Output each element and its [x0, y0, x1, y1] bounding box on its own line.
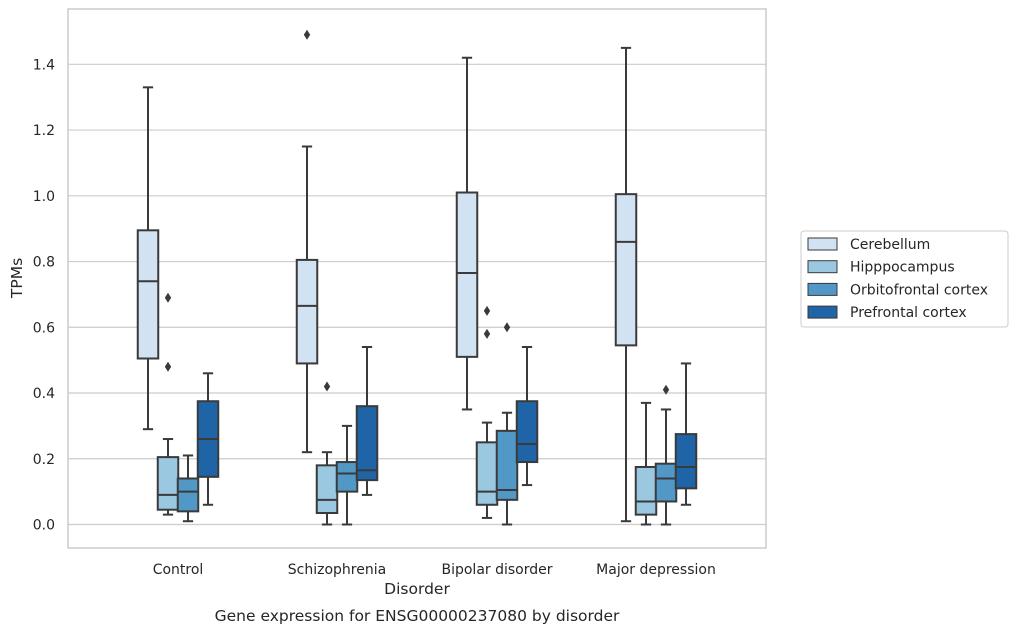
box-major-depression: [634, 401, 658, 526]
box-major-depression: [614, 46, 638, 523]
box-iqr: [515, 400, 539, 464]
plot-area-frame: [67, 8, 767, 549]
box-iqr: [455, 191, 479, 358]
box-iqr: [495, 429, 519, 501]
box-series: [136, 29, 698, 526]
box-control: [176, 454, 200, 523]
outlier-point: [303, 29, 311, 40]
box-iqr: [355, 405, 379, 482]
y-tick-label: 1.0: [33, 189, 55, 205]
legend-swatch: [807, 237, 838, 251]
series-hipppocampus: [156, 292, 658, 526]
outlier-point: [164, 292, 172, 303]
legend-label: Prefrontal cortex: [850, 305, 967, 321]
box-control: [196, 372, 220, 506]
x-tick-label: Control: [153, 562, 204, 578]
box-iqr: [475, 441, 499, 506]
y-tick-label: 1.2: [33, 123, 55, 139]
y-tick-label: 0.0: [33, 518, 55, 534]
series-orbitofrontal-cortex: [176, 322, 678, 526]
outlier-point: [164, 361, 172, 372]
outlier-point: [483, 328, 491, 339]
outlier-point: [483, 305, 491, 316]
figure-caption: Gene expression for ENSG00000237080 by d…: [215, 607, 620, 625]
box-iqr: [136, 229, 160, 360]
y-tick-label: 1.4: [33, 57, 55, 73]
box-schizophrenia: [355, 346, 379, 496]
legend-swatch: [807, 305, 838, 319]
y-tick-label: 0.4: [33, 386, 55, 402]
box-bipolar-disorder: [495, 322, 519, 526]
outlier-point: [323, 381, 331, 392]
box-iqr: [176, 477, 200, 513]
box-iqr: [634, 465, 658, 516]
y-tick-label: 0.2: [33, 452, 55, 468]
box-bipolar-disorder: [455, 56, 479, 411]
x-tick-label: Major depression: [596, 562, 716, 578]
box-schizophrenia: [335, 424, 359, 526]
outlier-point: [503, 322, 511, 333]
box-iqr: [674, 433, 698, 490]
series-prefrontal-cortex: [196, 346, 698, 506]
box-schizophrenia: [295, 29, 319, 454]
box-major-depression: [674, 362, 698, 506]
box-control: [136, 86, 160, 431]
legend: Cerebellum Hipppocampus Orbitofrontal cort…: [800, 230, 1009, 328]
x-tick-label: Bipolar disorder: [441, 562, 552, 578]
box-iqr: [315, 464, 339, 514]
box-iqr: [156, 456, 180, 511]
y-tick-labels: 0.0 0.2 0.4 0.6 0.8 1.0 1.2 1.4: [33, 57, 55, 533]
legend-label: Hipppocampus: [850, 260, 955, 276]
legend-items: Cerebellum Hipppocampus Orbitofrontal cort…: [807, 237, 988, 321]
legend-swatch: [807, 260, 838, 274]
box-iqr: [654, 462, 678, 503]
legend-swatch: [807, 282, 838, 296]
box-iqr: [295, 258, 319, 365]
x-axis-label: Disorder: [384, 580, 450, 598]
legend-frame: [800, 230, 1009, 328]
x-tick-labels: Control Schizophrenia Bipolar disorder Majo…: [153, 562, 716, 578]
y-tick-label: 0.6: [33, 320, 55, 336]
y-tick-label: 0.8: [33, 255, 55, 271]
legend-label: Cerebellum: [850, 237, 930, 253]
x-tick-label: Schizophrenia: [288, 562, 386, 578]
series-cerebellum: [136, 29, 638, 523]
box-schizophrenia: [315, 381, 339, 526]
grid-lines: [68, 63, 766, 526]
outlier-point: [662, 384, 670, 395]
box-iqr: [614, 193, 638, 347]
legend-label: Orbitofrontal cortex: [850, 282, 988, 298]
box-iqr: [335, 461, 359, 493]
box-major-depression: [654, 384, 678, 526]
y-axis-label: TPMs: [8, 258, 26, 299]
box-bipolar-disorder: [515, 346, 539, 487]
